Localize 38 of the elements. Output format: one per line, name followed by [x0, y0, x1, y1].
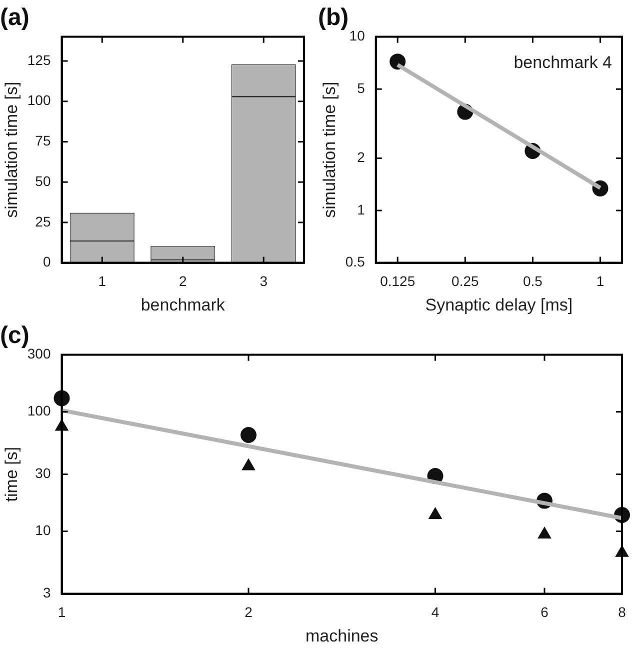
- y-tick-label: 0.5: [345, 254, 366, 270]
- x-tick-label: 2: [244, 604, 253, 620]
- y-axis-title: simulation time [s]: [320, 82, 339, 218]
- y-tick-label: 0: [42, 254, 51, 270]
- y-tick-label: 3: [42, 584, 51, 601]
- annotation: benchmark 4: [514, 52, 612, 72]
- y-tick-label: 30: [35, 465, 51, 482]
- y-tick-label: 75: [35, 132, 51, 149]
- x-tick-label: 1: [58, 604, 66, 620]
- y-tick-label: 300: [27, 346, 51, 362]
- y-tick-label: 50: [35, 172, 51, 189]
- x-tick-label: 6: [540, 604, 549, 620]
- chart-title: (a): [0, 4, 30, 32]
- x-tick-label: 8: [618, 604, 626, 620]
- x-axis-title: benchmark: [140, 295, 226, 314]
- x-axis-title: machines: [305, 626, 378, 646]
- y-tick-label: 25: [35, 213, 51, 230]
- y-axis-title: simulation time [s]: [2, 82, 21, 218]
- x-tick-label: 0.5: [522, 273, 543, 290]
- x-tick-label: 0.25: [452, 273, 479, 290]
- x-tick-label: 3: [260, 273, 268, 290]
- y-tick-label: 10: [35, 522, 51, 538]
- y-tick-label: 2: [357, 149, 366, 166]
- y-tick-label: 100: [27, 402, 51, 419]
- chart-title: (c): [0, 322, 30, 350]
- x-tick-label: 1: [98, 273, 106, 290]
- x-tick-label: 4: [431, 604, 440, 620]
- x-tick-label: 2: [178, 273, 187, 290]
- y-tick-label: 100: [27, 92, 51, 108]
- y-axis-title: time [s]: [2, 446, 21, 502]
- chart-title: (b): [318, 4, 349, 32]
- x-tick-label: 1: [596, 273, 604, 290]
- y-tick-label: 1: [357, 201, 366, 218]
- y-tick-label: 10: [349, 28, 366, 44]
- y-tick-label: 125: [27, 52, 51, 68]
- x-tick-label: 0.125: [380, 273, 416, 290]
- y-tick-label: 5: [357, 80, 366, 96]
- x-axis-title: Synaptic delay [ms]: [425, 295, 573, 314]
